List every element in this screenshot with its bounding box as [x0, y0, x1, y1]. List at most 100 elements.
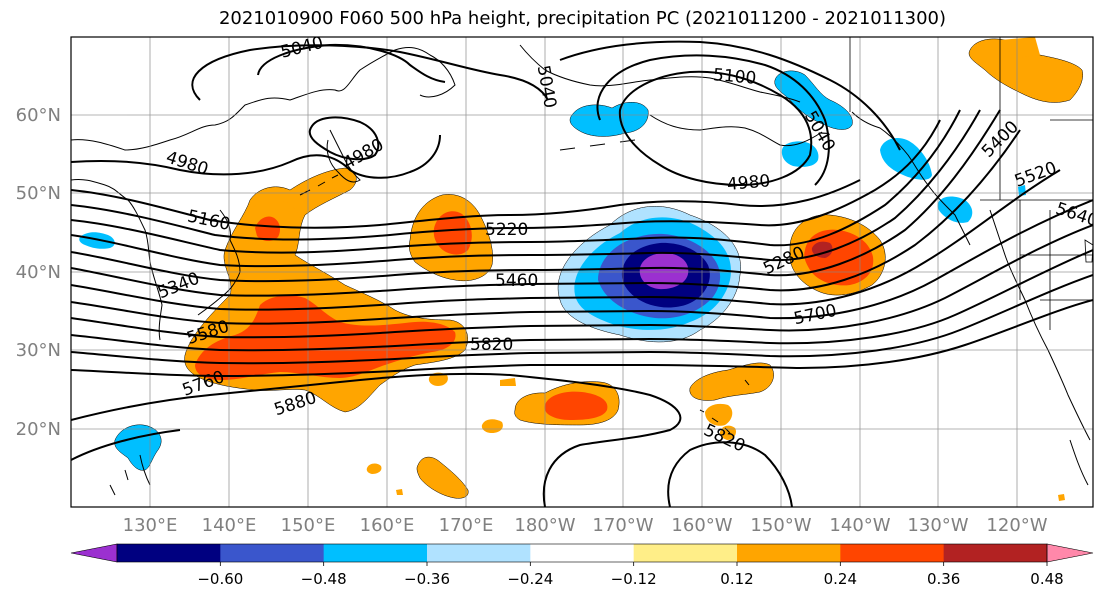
border-great-lakes: [1084, 239, 1093, 263]
contour-4980-alaska: [618, 70, 813, 187]
coast-kamchatka: [326, 129, 361, 183]
contour-5160: [71, 179, 861, 229]
colorbar-segment: [840, 544, 945, 562]
contour-5040-loop: [257, 43, 446, 83]
contour-4980-west: [71, 134, 441, 179]
contour-5220: [71, 119, 941, 241]
coast-asia-north: [71, 47, 456, 151]
contour-5040-alaska: [596, 54, 830, 186]
coast-usa-west: [989, 209, 1091, 441]
latitude-label: 20°N: [16, 419, 61, 440]
contour-5460: [71, 129, 1021, 297]
contour-5820: [71, 299, 1093, 378]
colorbar-tick-label: 0.48: [1030, 570, 1063, 588]
map-frame: [70, 36, 1094, 508]
colorbar: −0.60 −0.48 −0.36 −0.24 −0.12 0.12 0.24 0.36 0.4…: [70, 543, 1094, 588]
colorbar-tick-label: 0.24: [824, 570, 857, 588]
longitude-label: 170°W: [592, 515, 653, 536]
positive-anomaly-hawaii-2: [705, 403, 733, 426]
colorbar-segment: [427, 544, 531, 562]
blue-patch-gulf: [880, 138, 932, 180]
colorbar-segment: [943, 544, 1048, 562]
contour-5580: [71, 199, 1093, 325]
longitude-label: 130°E: [123, 515, 178, 536]
colorbar-segment: [117, 544, 221, 562]
contour-5100: [559, 40, 901, 151]
longitude-labels: 130°E 140°E 150°E 160°E 170°E 180°W 170°W 160°W…: [123, 515, 1048, 536]
colorbar-tick-label: 0.36: [927, 570, 960, 588]
colorbar-segment: [220, 544, 325, 562]
latitude-label: 60°N: [16, 105, 61, 126]
positive-anomaly-tropic-5: [500, 378, 516, 386]
contour-5880: [71, 372, 682, 507]
contour-label: 5820: [470, 335, 513, 355]
longitude-label: 180°W: [514, 515, 575, 536]
positive-anomaly-tiny-2: [396, 489, 403, 495]
longitude-label: 150°W: [750, 515, 811, 536]
longitude-label: 130°W: [907, 515, 968, 536]
contour-5700: [71, 249, 1093, 352]
colorbar-segment: [323, 544, 428, 562]
blue-patch-aleutian-1: [569, 102, 649, 137]
colorbar-tick-label: −0.24: [507, 570, 553, 588]
contour-5280: [71, 109, 961, 254]
longitude-label: 160°W: [671, 515, 732, 536]
longitude-label: 140°W: [829, 515, 890, 536]
contour-4980-loop: [308, 116, 380, 161]
map-title: 2021010900 F060 500 hPa height, precipit…: [218, 8, 947, 29]
coast-aleutians: [559, 139, 636, 151]
contour-5760: [71, 274, 1093, 365]
contour-label: 5460: [495, 271, 538, 291]
longitude-label: 170°E: [439, 515, 494, 536]
coast-alaska-south: [649, 114, 823, 147]
longitude-label: 160°E: [360, 515, 415, 536]
contour-5340: [71, 109, 981, 268]
height-contours: [71, 40, 1093, 507]
longitude-label: 150°E: [281, 515, 336, 536]
coast-mexico: [1069, 439, 1089, 486]
contour-5040-north: [191, 44, 549, 101]
positive-anomaly-hawaii-1: [689, 362, 774, 401]
graticule: [71, 37, 1093, 507]
latitude-labels: 60°N 50°N 40°N 30°N 20°N: [16, 105, 61, 440]
colorbar-tick-label: 0.12: [720, 570, 753, 588]
longitude-label: 120°W: [986, 515, 1047, 536]
map-plot-area: 5040 5040 5100 5040 4980 4980 4980 5160 …: [71, 37, 1093, 507]
longitude-label: 140°E: [202, 515, 257, 536]
coast-bc: [851, 111, 971, 246]
colorbar-segment: [633, 544, 738, 562]
positive-anomaly-tropic-2: [481, 419, 503, 433]
negative-anomaly-peak: [639, 252, 689, 290]
contour-5640: [71, 224, 1093, 339]
colorbar-tick-label: −0.60: [197, 570, 243, 588]
positive-anomaly-canada-2: [1000, 37, 1040, 58]
positive-anomaly-japan-red: [255, 216, 280, 242]
border-canada-provinces: [999, 37, 1093, 200]
contour-label: 5100: [712, 65, 757, 89]
contour-5400: [71, 109, 1001, 283]
colorbar-tick-label: −0.48: [301, 570, 347, 588]
coast-asia-east: [71, 179, 163, 341]
colorbar-segment: [737, 544, 841, 562]
contour-label: 4980: [726, 171, 771, 195]
colorbar-tick-label: −0.36: [404, 570, 450, 588]
latitude-label: 50°N: [16, 183, 61, 204]
colorbar-frame: [116, 543, 1048, 563]
positive-anomaly-tropic-3: [366, 463, 382, 474]
coastlines: [71, 44, 1091, 496]
positive-anomaly-subtropic-core: [544, 391, 608, 420]
latitude-label: 30°N: [16, 340, 61, 361]
colorbar-extend-low: [70, 543, 118, 563]
contour-label: 5220: [485, 220, 528, 240]
colorbar-tick-label: −0.12: [611, 570, 657, 588]
positive-anomaly-tropic-4: [428, 372, 448, 386]
contour-5820-south: [71, 429, 793, 507]
colorbar-extend-high: [1046, 543, 1094, 563]
latitude-label: 40°N: [16, 262, 61, 283]
colorbar-segment: [530, 544, 635, 562]
coast-philippines: [109, 454, 151, 496]
contour-5520: [71, 169, 1061, 311]
positive-anomaly-tiny: [1058, 494, 1065, 501]
blue-patch-philippines: [114, 424, 162, 471]
